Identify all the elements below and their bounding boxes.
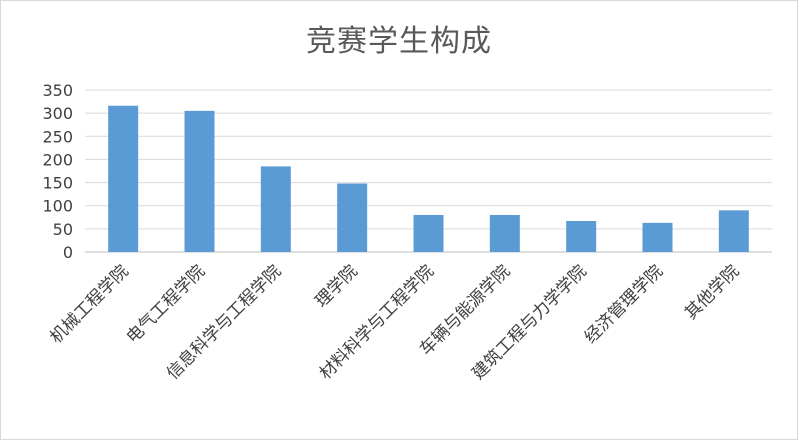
y-tick-label: 300 — [42, 104, 73, 123]
x-tick-label: 其他学院 — [681, 261, 743, 323]
y-tick-label: 50 — [53, 220, 73, 239]
y-axis: 0 50 100 150 200 250 300 350 — [42, 81, 73, 262]
bar — [642, 222, 673, 252]
y-tick-label: 150 — [42, 174, 73, 193]
y-tick-label: 0 — [63, 243, 73, 262]
bar — [184, 110, 215, 252]
y-tick-label: 250 — [42, 127, 73, 146]
y-tick-label: 100 — [42, 197, 73, 216]
y-tick-label: 200 — [42, 150, 73, 169]
bars — [108, 105, 749, 252]
x-tick-label: 机械工程学院 — [46, 261, 132, 347]
bar — [489, 214, 520, 252]
x-tick-label: 经济管理学院 — [581, 261, 667, 347]
bar — [566, 220, 597, 252]
bar — [337, 183, 368, 252]
chart-title: 竞赛学生构成 — [306, 24, 492, 59]
x-tick-label: 理学院 — [311, 261, 361, 311]
bar — [260, 166, 291, 252]
bar — [108, 105, 139, 252]
bar — [413, 214, 444, 252]
x-tick-label: 电气工程学院 — [123, 261, 209, 347]
y-tick-label: 350 — [42, 81, 73, 100]
bar — [718, 210, 749, 252]
